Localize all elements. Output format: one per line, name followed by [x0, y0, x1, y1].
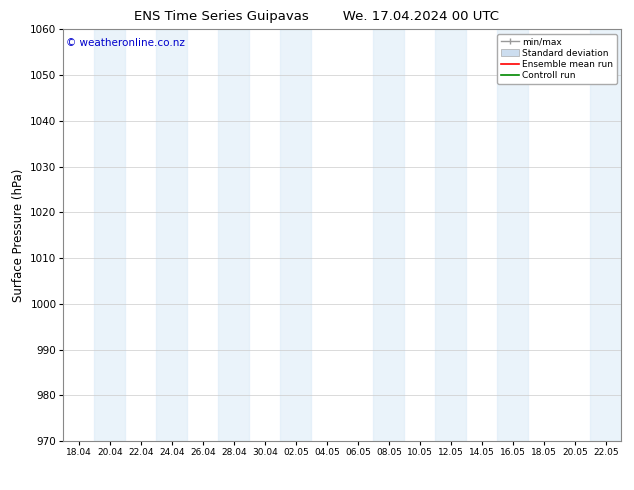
Bar [373, 29, 404, 441]
Text: ENS Time Series Guipavas        We. 17.04.2024 00 UTC: ENS Time Series Guipavas We. 17.04.2024 … [134, 10, 500, 23]
Bar [436, 29, 467, 441]
Bar [94, 29, 126, 441]
Bar [157, 29, 188, 441]
Bar [218, 29, 249, 441]
Bar [590, 29, 621, 441]
Text: © weatheronline.co.nz: © weatheronline.co.nz [66, 38, 185, 48]
Y-axis label: Surface Pressure (hPa): Surface Pressure (hPa) [11, 169, 25, 302]
Bar [497, 29, 528, 441]
Legend: min/max, Standard deviation, Ensemble mean run, Controll run: min/max, Standard deviation, Ensemble me… [497, 34, 617, 84]
Bar [280, 29, 311, 441]
